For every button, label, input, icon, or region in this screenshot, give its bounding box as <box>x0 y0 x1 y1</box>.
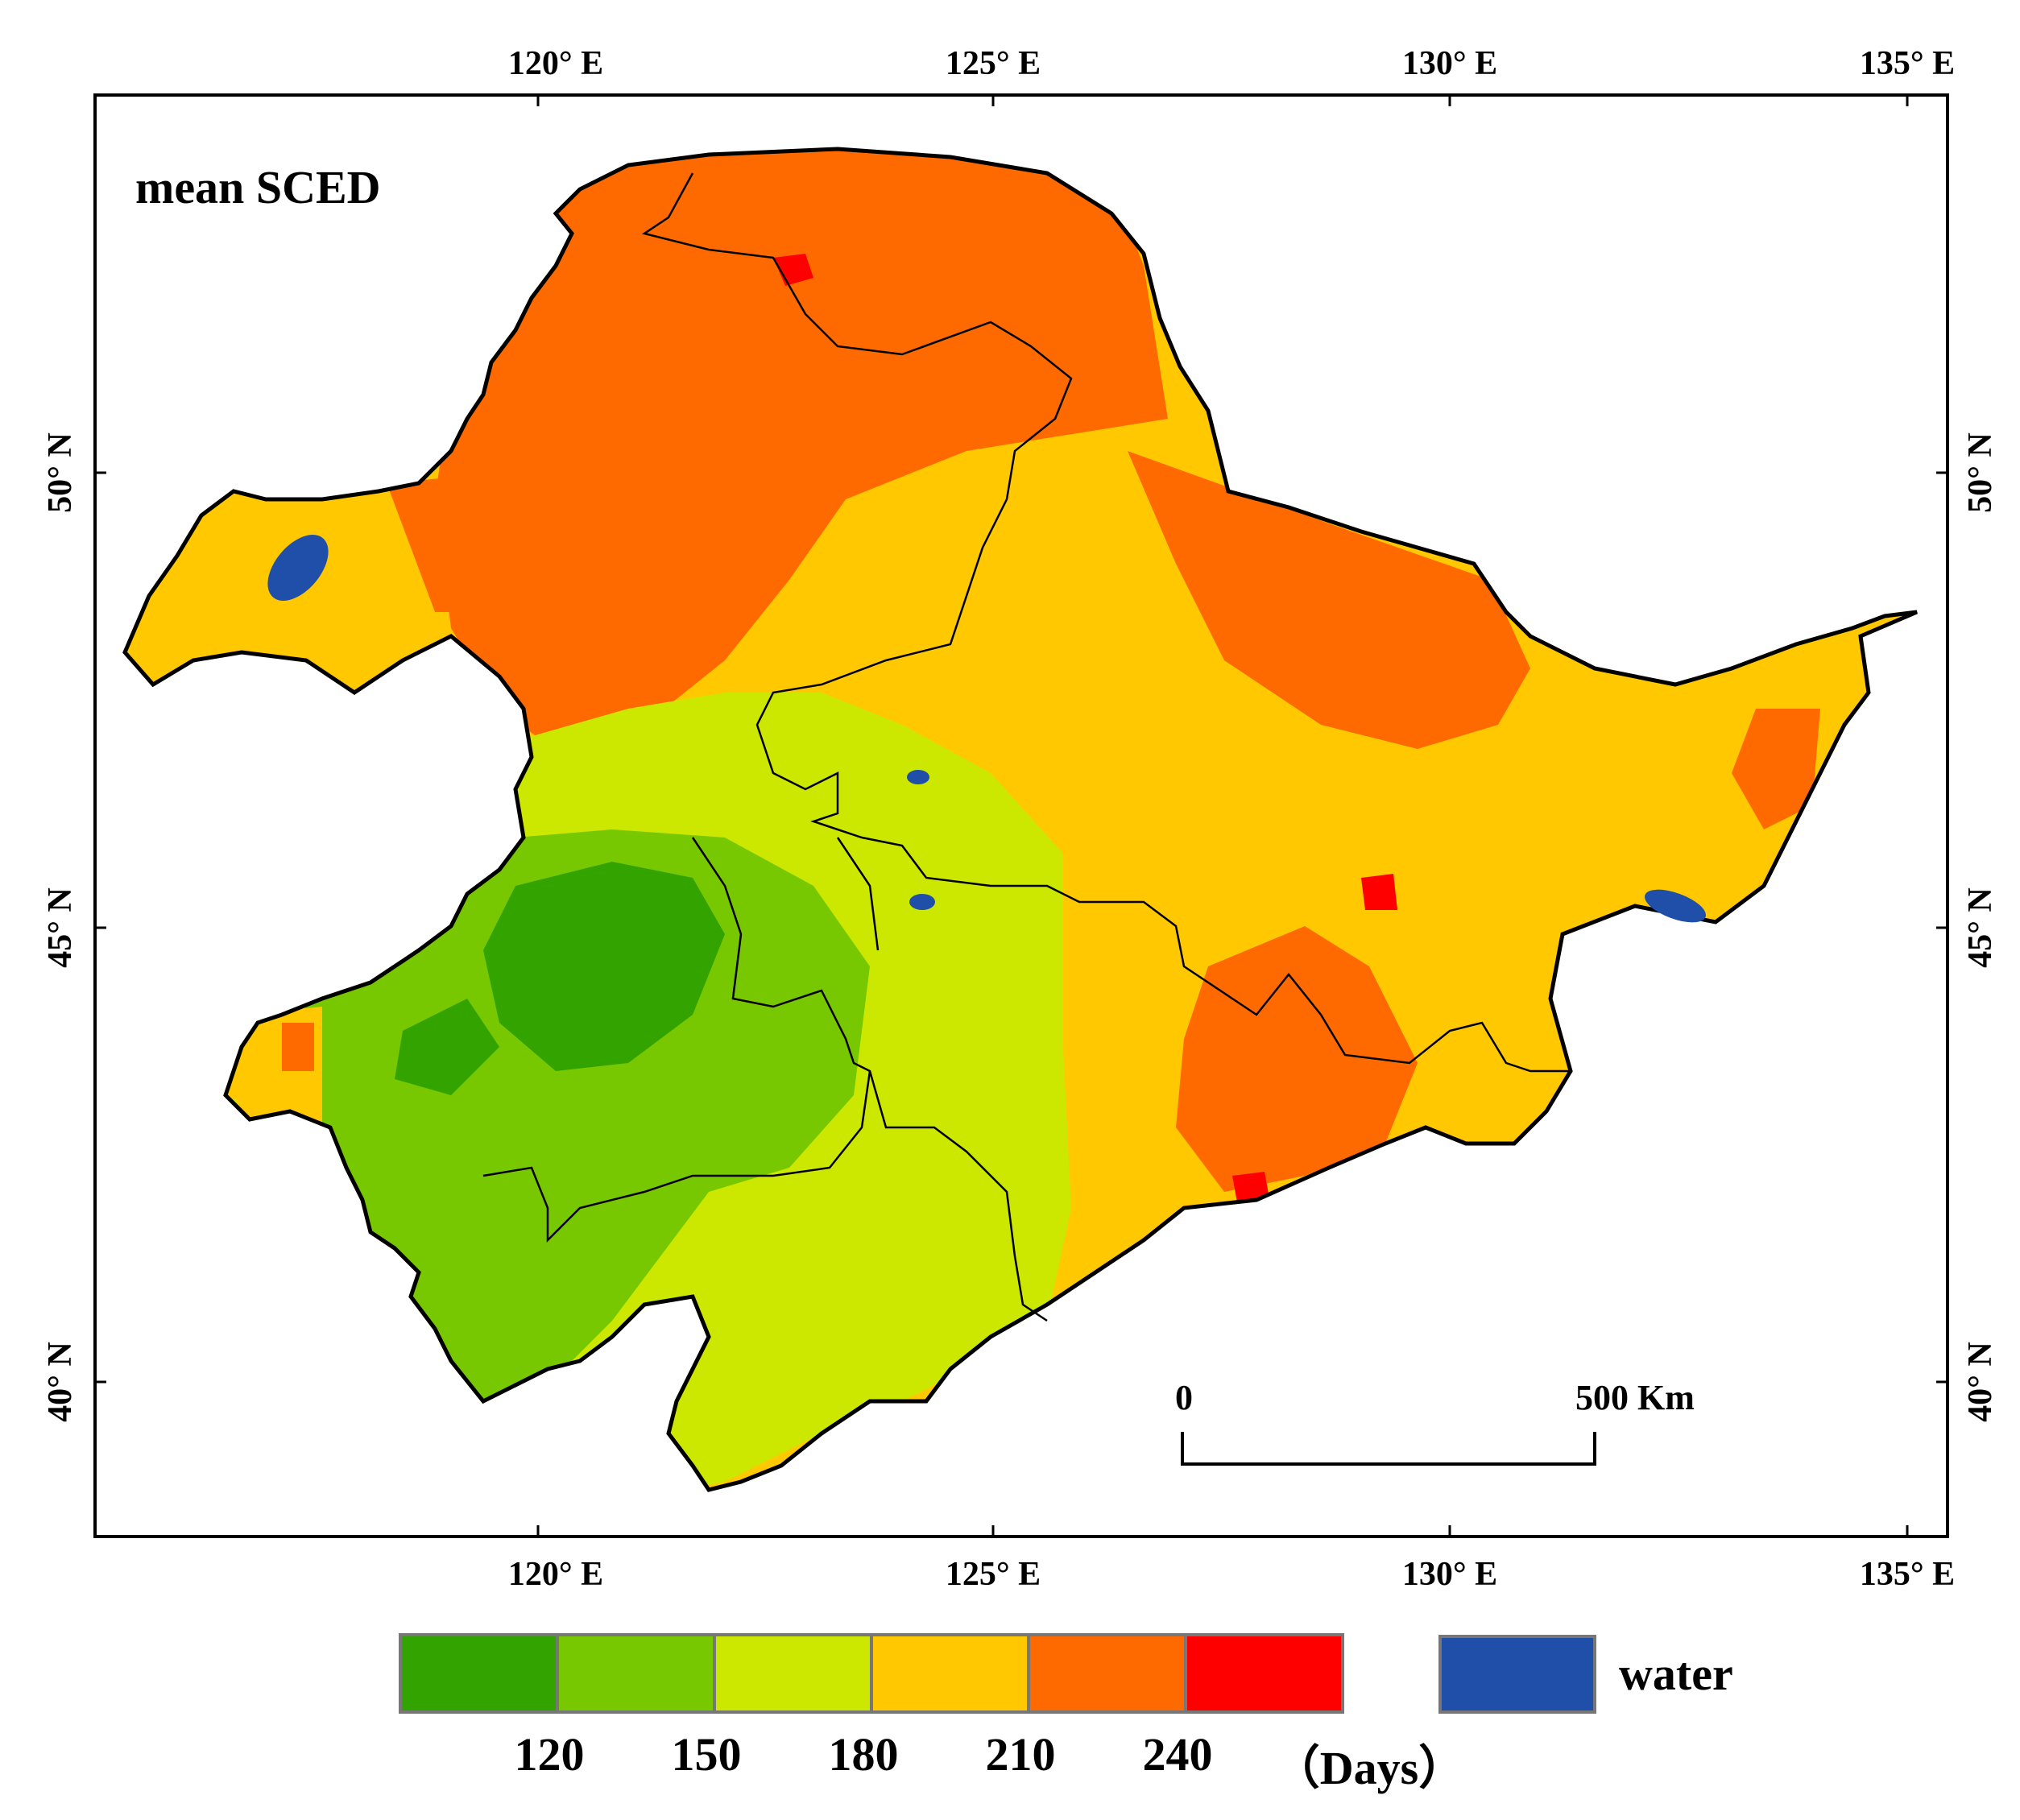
lat-label-right: 40° N <box>1962 1342 1999 1422</box>
zone-120 <box>483 862 725 1071</box>
lon-label-bottom: 125° E <box>946 1556 1041 1593</box>
lat-label-left: 45° N <box>42 887 79 968</box>
lat-label-right: 45° N <box>1962 887 1999 968</box>
lon-label-bottom: 130° E <box>1402 1556 1497 1593</box>
legend-break-label: 120 <box>515 1728 585 1781</box>
zone-240 <box>403 149 1168 757</box>
lon-label-top: 130° E <box>1402 45 1497 82</box>
legend-swatch <box>1027 1633 1187 1714</box>
zone-240 <box>282 1023 314 1071</box>
reservoir-water <box>907 770 929 784</box>
zone-120 <box>395 999 499 1095</box>
longitude-labels: 120° E 125° E 130° E 135° E 120° E 125° … <box>508 45 1955 1593</box>
zone-240 <box>1176 926 1418 1192</box>
hulun-lake-water <box>267 535 329 601</box>
legend-color-bar <box>399 1633 1344 1714</box>
zone-red <box>773 254 813 286</box>
zone-240 <box>387 467 580 612</box>
khanka-lake-water <box>1645 889 1706 923</box>
zone-240 <box>1128 451 1530 749</box>
reservoir-water <box>909 894 935 910</box>
legend-swatch <box>713 1633 873 1714</box>
legend-swatch <box>870 1633 1030 1714</box>
legend-swatch <box>399 1633 559 1714</box>
legend-swatch <box>1184 1633 1344 1714</box>
scale-bar: 0 500 Km <box>1175 1378 1695 1466</box>
legend-break-label: 150 <box>672 1728 742 1781</box>
scale-bar-start-label: 0 <box>1175 1378 1193 1417</box>
legend-break-label: 180 <box>829 1728 899 1781</box>
legend-swatch <box>556 1633 716 1714</box>
map-title: mean SCED <box>135 161 381 213</box>
legend-break-label: 240 <box>1143 1728 1213 1781</box>
legend-water-label: water <box>1619 1648 1733 1700</box>
legend-water-swatch <box>1438 1635 1596 1714</box>
province-boundaries <box>482 172 1571 1322</box>
legend-unit: （Days） <box>1273 1742 1465 1794</box>
zone-240 <box>1732 709 1820 829</box>
legend: 120 150 180 210 240 （Days） water <box>399 1633 1733 1794</box>
water-bodies <box>267 535 1706 923</box>
lat-label-right: 50° N <box>1962 432 1999 513</box>
scale-bar-end-label: 500 Km <box>1575 1378 1695 1417</box>
lat-label-left: 50° N <box>42 432 79 513</box>
latitude-labels: 50° N 45° N 40° N 50° N 45° N 40° N <box>42 432 1999 1422</box>
lon-label-top: 135° E <box>1860 45 1955 82</box>
lon-label-top: 120° E <box>508 45 603 82</box>
lon-label-bottom: 120° E <box>508 1556 603 1593</box>
graticule-ticks <box>95 95 1948 1537</box>
zone-red <box>1361 874 1397 910</box>
lon-label-top: 125° E <box>946 45 1041 82</box>
legend-break-labels: 120 150 180 210 240 <box>515 1728 1213 1781</box>
lon-label-bottom: 135° E <box>1860 1556 1955 1593</box>
lat-label-left: 40° N <box>42 1342 79 1422</box>
legend-break-label: 210 <box>986 1728 1056 1781</box>
